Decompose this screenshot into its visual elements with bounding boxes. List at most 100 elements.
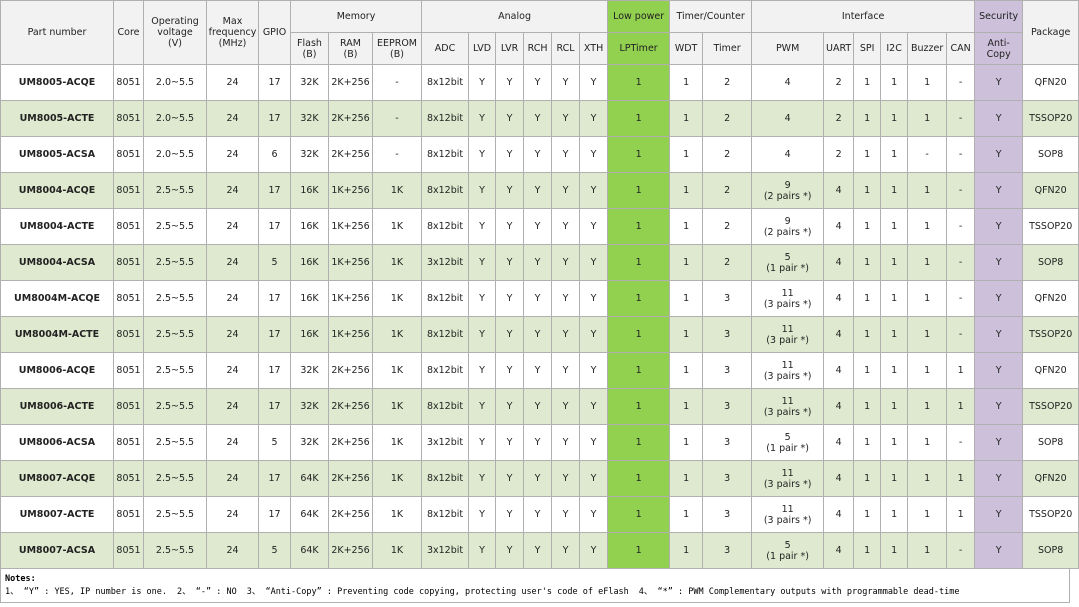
table-cell: 1K (371, 352, 423, 389)
table-cell: UM8004M-ACTE (0, 316, 114, 353)
table-cell: 1 (907, 316, 948, 353)
table-row: UM8007-ACTE 8051 2.5~5.5 24 17 64K 2K+256 1K 8x1… (0, 496, 1079, 533)
table-cell: Y (974, 280, 1024, 317)
table-cell: 1 (669, 496, 704, 533)
table-row: UM8004-ACSA 8051 2.5~5.5 24 5 16K 1K+256 1K 3x12… (0, 244, 1079, 281)
table-cell: 2.0~5.5 (143, 100, 207, 137)
table-cell: Y (579, 64, 609, 101)
table-cell: 2.5~5.5 (143, 208, 207, 245)
table-cell: Y (551, 496, 581, 533)
table-cell: - (907, 136, 948, 173)
table-cell: 1 (607, 424, 671, 461)
table-cell: 1 (853, 316, 882, 353)
table-cell: 8x12bit (421, 460, 470, 497)
table-cell: 1K (371, 280, 423, 317)
table-cell: Y (974, 496, 1024, 533)
table-cell: Y (495, 172, 525, 209)
table-cell: QFN20 (1022, 172, 1079, 209)
table-cell: 3x12bit (421, 424, 470, 461)
table-cell: 8051 (113, 352, 144, 389)
column-header: RAM (B) (328, 32, 373, 65)
column-header: Part number (0, 0, 114, 65)
column-header: LVR (495, 32, 525, 65)
table-cell: Y (468, 100, 497, 137)
table-cell: 5 (1 pair *) (751, 244, 825, 281)
table-cell: - (946, 208, 976, 245)
table-cell: 8051 (113, 208, 144, 245)
table-cell: 16K (290, 316, 329, 353)
table-cell: Y (495, 100, 525, 137)
table-cell: Y (523, 424, 553, 461)
table-cell: 1K (371, 208, 423, 245)
table-cell: QFN20 (1022, 460, 1079, 497)
table-cell: Y (974, 208, 1024, 245)
table-cell: 4 (823, 280, 855, 317)
table-cell: 1 (853, 496, 882, 533)
table-cell: 8051 (113, 64, 144, 101)
table-cell: - (946, 172, 976, 209)
table-cell: 1 (880, 352, 909, 389)
table-cell: - (946, 280, 976, 317)
table-cell: 24 (206, 244, 259, 281)
table-cell: Y (551, 532, 581, 569)
table-cell: Y (495, 64, 525, 101)
group-header: Interface (751, 0, 976, 33)
table-cell: - (371, 64, 423, 101)
table-cell: 1 (946, 460, 976, 497)
table-cell: 1 (669, 460, 704, 497)
table-cell: 11 (3 pairs *) (751, 352, 825, 389)
table-cell: 32K (290, 388, 329, 425)
table-cell: 32K (290, 352, 329, 389)
table-cell: 1K (371, 388, 423, 425)
table-row: UM8006-ACQE 8051 2.5~5.5 24 17 32K 2K+256 1K 8x1… (0, 352, 1079, 389)
column-header: Buzzer (907, 32, 948, 65)
table-cell: 1 (907, 208, 948, 245)
table-cell: SOP8 (1022, 424, 1079, 461)
table-cell: 3 (702, 460, 753, 497)
table-cell: UM8007-ACTE (0, 496, 114, 533)
table-cell: Y (974, 172, 1024, 209)
table-cell: Y (468, 388, 497, 425)
table-cell: 1 (607, 244, 671, 281)
table-cell: 17 (258, 496, 291, 533)
table-cell: 2K+256 (328, 460, 373, 497)
table-cell: 1 (669, 388, 704, 425)
table-cell: 24 (206, 100, 259, 137)
table-cell: Y (495, 460, 525, 497)
table-cell: Y (523, 316, 553, 353)
table-cell: 5 (1 pair *) (751, 532, 825, 569)
table-cell: Y (974, 64, 1024, 101)
table-cell: Y (579, 208, 609, 245)
table-cell: 8x12bit (421, 316, 470, 353)
table-cell: 1 (907, 172, 948, 209)
table-cell: 8051 (113, 460, 144, 497)
table-row: UM8004-ACQE 8051 2.5~5.5 24 17 16K 1K+256 1K 8x1… (0, 172, 1079, 209)
table-cell: 1K+256 (328, 172, 373, 209)
table-cell: Y (579, 136, 609, 173)
table-cell: Y (495, 208, 525, 245)
table-cell: Y (468, 280, 497, 317)
table-cell: 1 (853, 136, 882, 173)
table-row: UM8004M-ACTE 8051 2.5~5.5 24 17 16K 1K+256 1K 8x… (0, 316, 1079, 353)
table-cell: Y (523, 388, 553, 425)
table-cell: 11 (3 pairs *) (751, 460, 825, 497)
table-cell: 16K (290, 244, 329, 281)
table-cell: 8051 (113, 532, 144, 569)
table-cell: 2.5~5.5 (143, 424, 207, 461)
table-cell: 1K (371, 316, 423, 353)
table-cell: 1K+256 (328, 316, 373, 353)
table-cell: 8051 (113, 316, 144, 353)
table-cell: Y (579, 532, 609, 569)
table-cell: 17 (258, 352, 291, 389)
table-cell: 2.0~5.5 (143, 64, 207, 101)
column-header: RCH (523, 32, 553, 65)
table-cell: 8051 (113, 280, 144, 317)
table-row: UM8006-ACTE 8051 2.5~5.5 24 17 32K 2K+256 1K 8x1… (0, 388, 1079, 425)
table-cell: 4 (823, 424, 855, 461)
table-cell: Y (523, 532, 553, 569)
column-header: WDT (669, 32, 704, 65)
table-cell: 1 (880, 100, 909, 137)
table-cell: 3 (702, 496, 753, 533)
table-cell: 24 (206, 172, 259, 209)
table-cell: 1 (607, 208, 671, 245)
